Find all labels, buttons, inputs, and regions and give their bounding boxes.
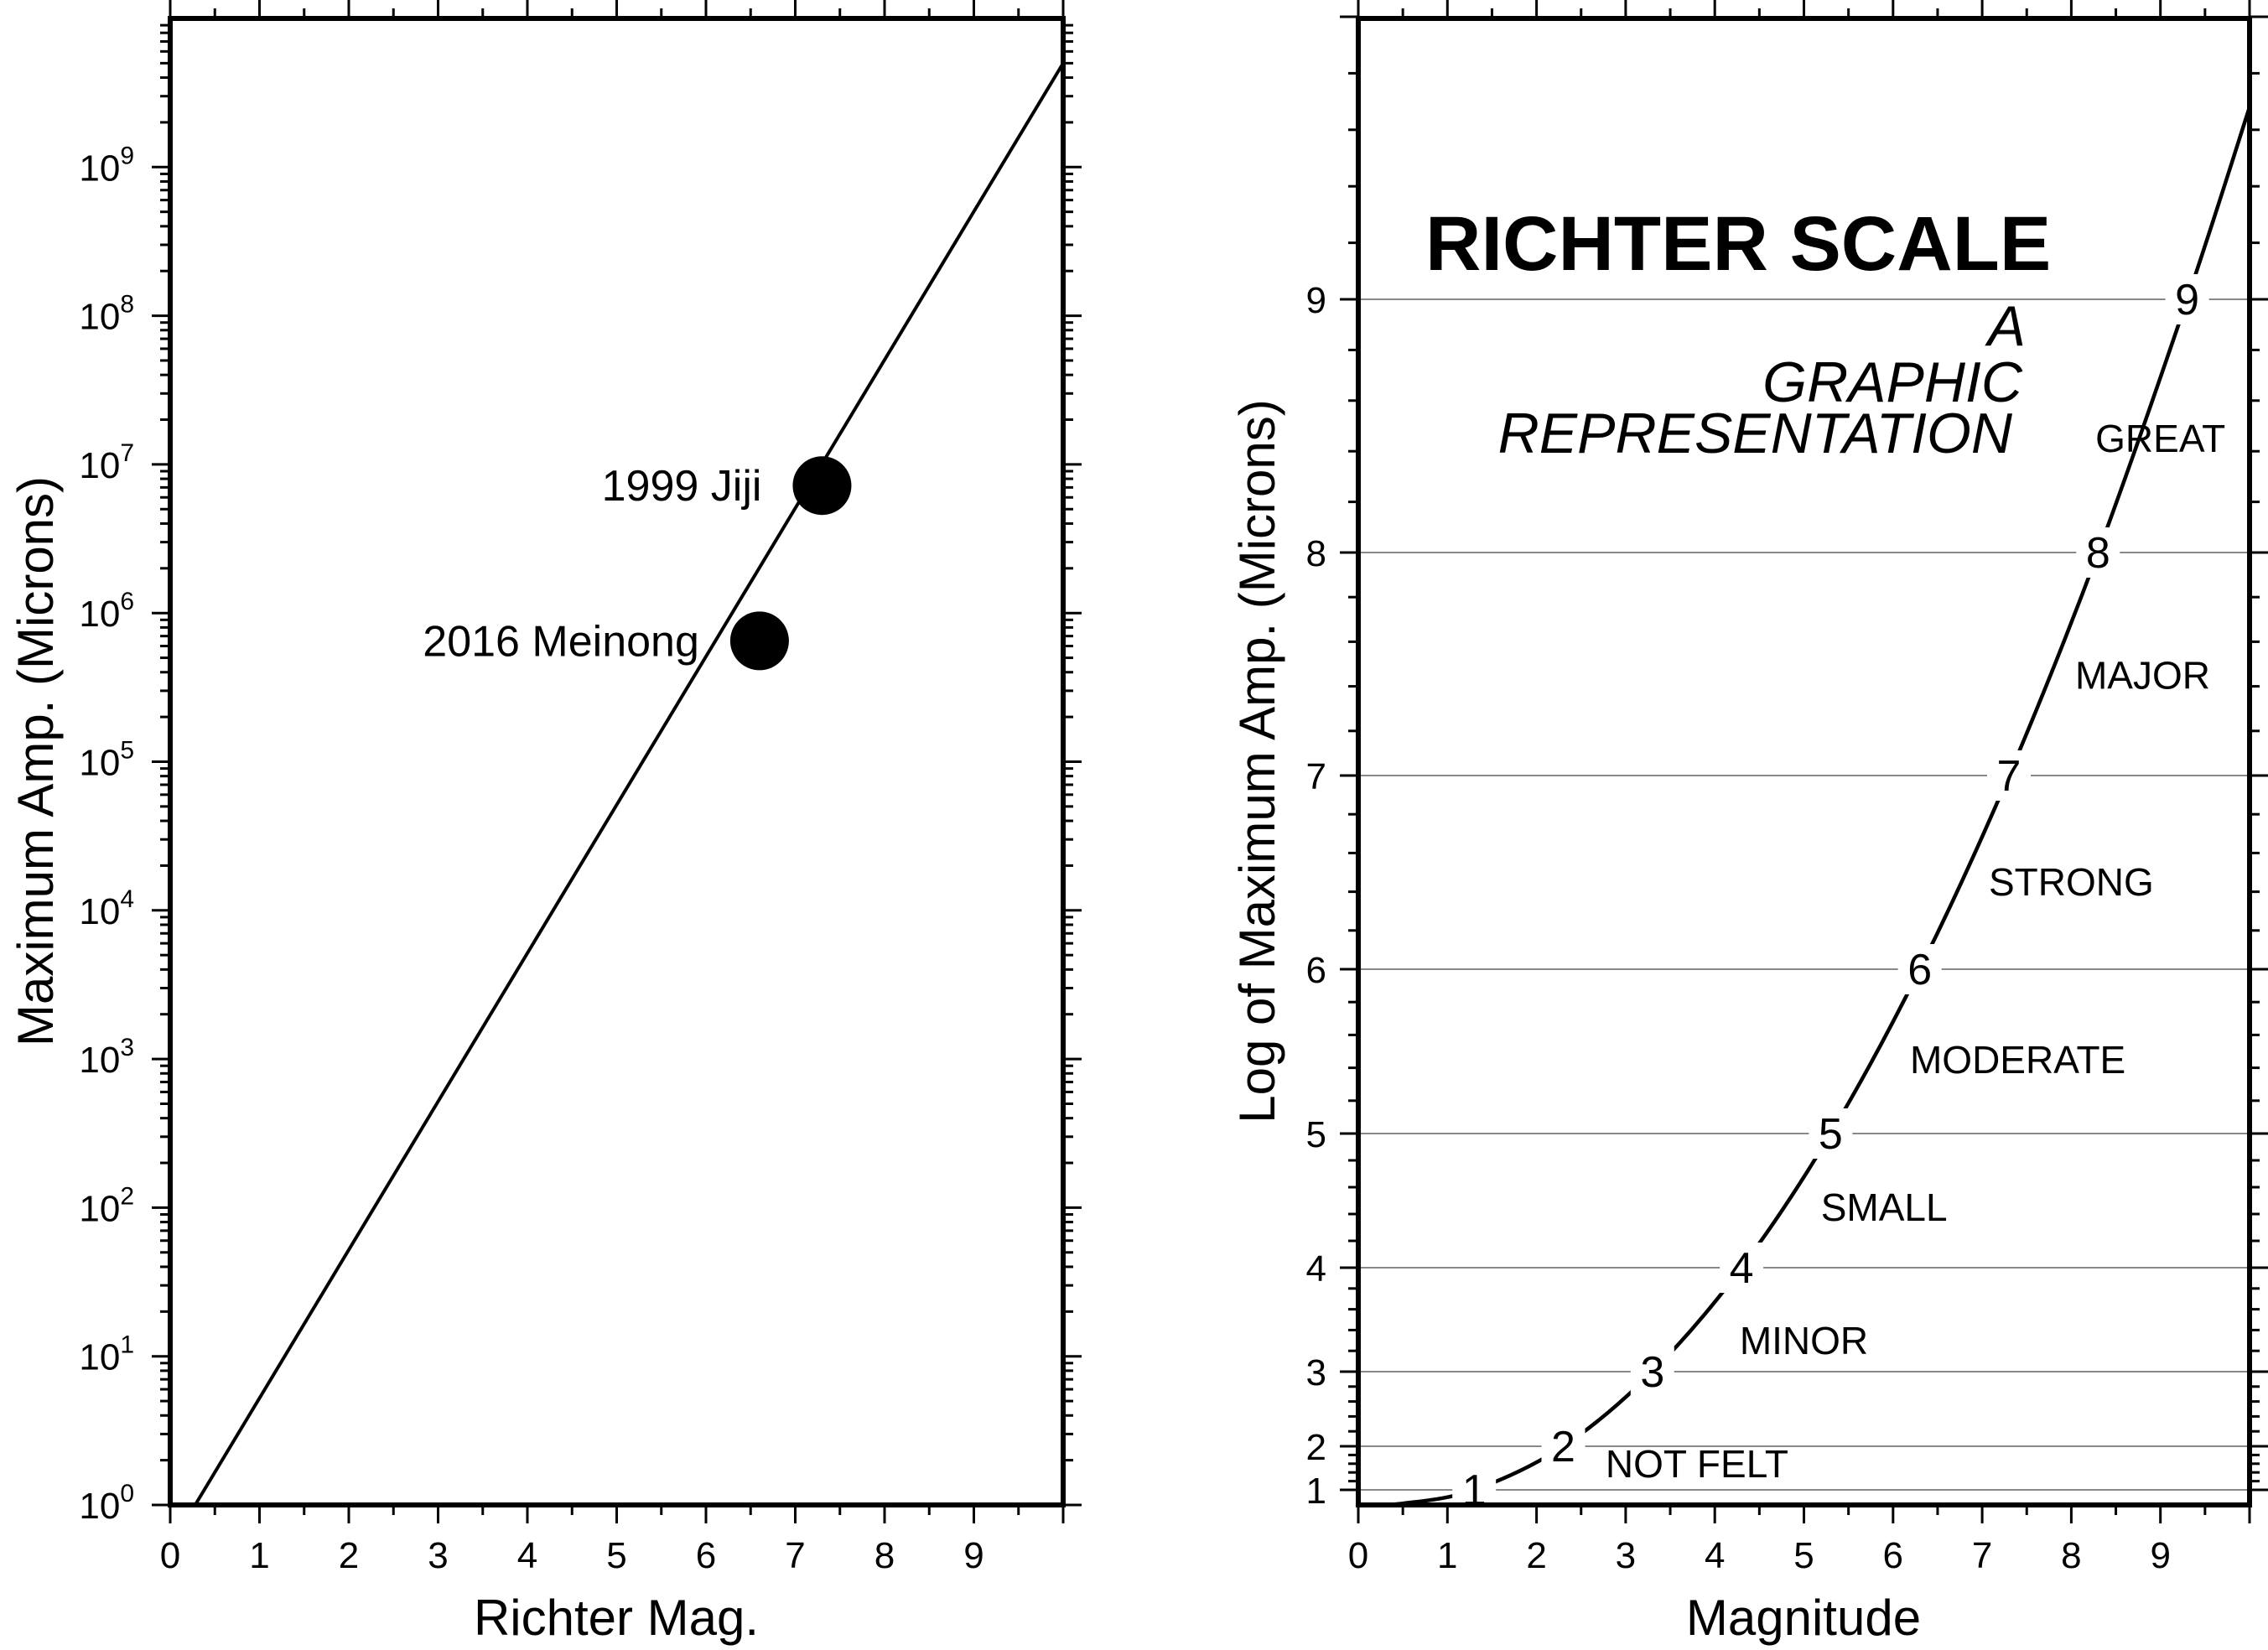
right-x-axis-label: Magnitude bbox=[1686, 1590, 1921, 1646]
x-tick-label: 8 bbox=[875, 1535, 895, 1576]
chart-title: RICHTER SCALE bbox=[1425, 201, 2051, 287]
y-tick-label: 5 bbox=[1306, 1114, 1326, 1155]
data-point bbox=[792, 456, 852, 516]
curve-label: 6 bbox=[1907, 946, 1932, 994]
curve-label: 7 bbox=[1997, 752, 2021, 801]
y-tick-label: 106 bbox=[79, 588, 134, 635]
y-tick-label: 3 bbox=[1306, 1352, 1326, 1393]
x-tick-label: 7 bbox=[785, 1535, 805, 1576]
y-tick-label: 105 bbox=[79, 737, 134, 784]
curve-label-gap bbox=[1897, 944, 1942, 994]
x-tick-label: 5 bbox=[1793, 1535, 1814, 1576]
y-tick-label: 9 bbox=[1306, 280, 1326, 321]
x-tick-label: 2 bbox=[339, 1535, 359, 1576]
category-label: MODERATE bbox=[1910, 1038, 2125, 1082]
left-y-ticks: 100 101 102 103 104 105 106 107 108 109 bbox=[79, 142, 134, 1527]
curve-label: 3 bbox=[1640, 1348, 1664, 1397]
x-tick-label: 9 bbox=[2150, 1535, 2170, 1576]
y-tick-label: 8 bbox=[1306, 533, 1326, 574]
x-tick-label: 2 bbox=[1526, 1535, 1546, 1576]
curve-label: 2 bbox=[1551, 1423, 1575, 1471]
y-tick-label: 104 bbox=[79, 885, 134, 932]
x-tick-label: 3 bbox=[428, 1535, 448, 1576]
category-label: SMALL bbox=[1821, 1186, 1948, 1229]
data-point-label: 1999 Jiji bbox=[602, 462, 762, 511]
category-label: STRONG bbox=[1989, 860, 2154, 904]
x-tick-label: 6 bbox=[1883, 1535, 1903, 1576]
right-category-labels: NOT FELT MINOR SMALL MODERATE STRONG MAJOR GRE… bbox=[1606, 417, 2225, 1486]
x-tick-label: 4 bbox=[517, 1535, 537, 1576]
curve-label: 4 bbox=[1730, 1244, 1754, 1293]
category-label: MINOR bbox=[1740, 1319, 1868, 1362]
left-x-ticks: 0 1 2 3 4 5 6 7 8 9 bbox=[160, 1535, 984, 1576]
right-curve-labels: 1 2 3 4 5 6 7 8 9 bbox=[1452, 274, 2209, 1515]
right-gridlines bbox=[1358, 298, 2250, 1491]
x-tick-label: 9 bbox=[963, 1535, 983, 1576]
right-y-ticks: 12 3 4 5 6 7 8 9 bbox=[1306, 280, 1326, 1512]
y-tick-label: 103 bbox=[79, 1034, 134, 1081]
right-series-curve bbox=[1357, 106, 2252, 1507]
curve-label: 9 bbox=[2175, 276, 2199, 324]
right-x-ticks: 0 1 2 3 4 5 6 7 8 9 bbox=[1348, 1535, 2171, 1576]
y-tick-label: 100 bbox=[79, 1480, 134, 1527]
y-tick-label: 4 bbox=[1306, 1248, 1326, 1289]
x-tick-label: 5 bbox=[606, 1535, 626, 1576]
y-tick-label: 1 bbox=[1306, 1471, 1326, 1512]
chart-subtitle-line-1: A bbox=[1985, 294, 2026, 358]
curve-label-gap bbox=[1630, 1346, 1674, 1397]
right-y-axis-label: Log of Maximum Amp. (Microns) bbox=[1229, 399, 1285, 1123]
x-tick-label: 1 bbox=[249, 1535, 269, 1576]
y-tick-label: 102 bbox=[79, 1182, 134, 1229]
y-tick-label: 109 bbox=[79, 142, 134, 189]
curve-label-gap bbox=[1809, 1108, 1853, 1159]
curve-label-gap bbox=[1720, 1243, 1764, 1293]
x-tick-label: 8 bbox=[2061, 1535, 2081, 1576]
x-tick-label: 0 bbox=[1348, 1535, 1368, 1576]
y-tick-label: 6 bbox=[1306, 950, 1326, 991]
y-tick-label: 7 bbox=[1306, 756, 1326, 797]
category-label: MAJOR bbox=[2075, 653, 2210, 697]
x-tick-label: 1 bbox=[1437, 1535, 1457, 1576]
category-label: GREAT bbox=[2095, 417, 2225, 460]
y-tick-label: 101 bbox=[79, 1331, 134, 1378]
left-points: 1999 Jiji 2016 Meinong bbox=[423, 456, 852, 671]
curve-label-gap bbox=[2076, 527, 2120, 578]
x-tick-label: 7 bbox=[1972, 1535, 1992, 1576]
curve-label-gap bbox=[2165, 274, 2209, 324]
data-point bbox=[729, 611, 789, 671]
y-tick-label: 107 bbox=[79, 439, 134, 486]
right-plot-frame bbox=[1356, 16, 2252, 1507]
left-minor-ticks bbox=[152, 0, 1082, 1523]
chart-subtitle-line-2: GRAPHIC bbox=[1762, 350, 2023, 414]
chart-subtitle-line-3: REPRESENTATION bbox=[1498, 402, 2013, 465]
y-tick-label: 2 bbox=[1306, 1427, 1326, 1468]
x-tick-label: 0 bbox=[160, 1535, 180, 1576]
x-tick-label: 4 bbox=[1705, 1535, 1725, 1576]
curve-label: 5 bbox=[1819, 1110, 1843, 1159]
x-tick-label: 6 bbox=[696, 1535, 716, 1576]
curve-label-gap bbox=[1541, 1421, 1586, 1471]
category-label: NOT FELT bbox=[1606, 1442, 1788, 1486]
curve-label-gap bbox=[1986, 750, 2031, 801]
y-tick-label: 108 bbox=[79, 291, 134, 338]
curve-label: 8 bbox=[2086, 529, 2110, 578]
x-tick-label: 3 bbox=[1616, 1535, 1636, 1576]
curve-label: 1 bbox=[1462, 1466, 1487, 1515]
data-point-label: 2016 Meinong bbox=[423, 617, 699, 666]
left-series-line bbox=[194, 62, 1065, 1507]
left-x-axis-label: Richter Mag. bbox=[474, 1590, 759, 1646]
left-plot-frame bbox=[168, 16, 1066, 1507]
left-y-axis-label: Maximum Amp. (Microns) bbox=[8, 476, 64, 1046]
